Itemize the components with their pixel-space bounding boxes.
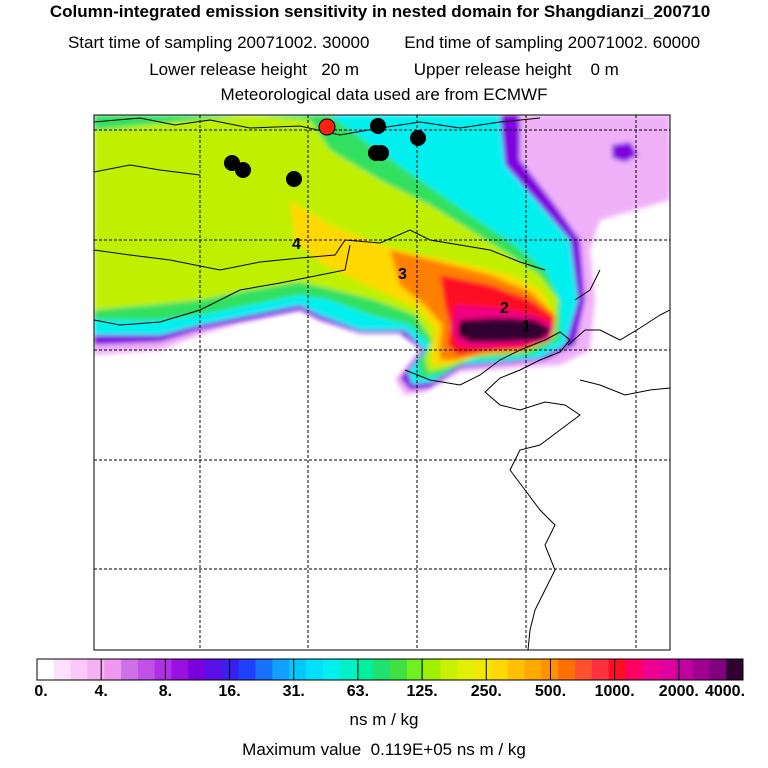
colorbar-tick-label: 63. [346,683,370,700]
release-heights: Lower release height 20 m Upper release … [0,60,768,80]
colorbar-swatch [474,659,492,680]
colorbar-swatch [642,659,660,680]
colorbar-swatch [490,659,509,680]
cluster-label-2: 2 [500,300,509,317]
colorbar-swatch [675,659,694,680]
cluster-label-1: 1 [522,318,531,335]
release-site-marker [461,325,467,333]
upper-height-label: Upper release height [413,60,572,79]
sampling-times: Start time of sampling 20071002. 30000 E… [0,33,768,53]
colorbar-swatch [524,659,542,680]
cluster-dot [286,171,302,187]
colorbar-swatch [574,659,593,680]
colorbar-swatch [457,659,475,680]
colorbar-swatch [137,659,156,680]
lower-height-value: 20 m [321,60,359,79]
colorbar-swatch [339,659,357,680]
cluster-dot [410,130,426,146]
colorbar-swatch [658,659,677,680]
colorbar-swatch [272,659,290,680]
receptor-marker [318,118,336,136]
colorbar-swatch [591,659,610,680]
colorbar-swatch [205,659,223,680]
map-frame [93,114,671,651]
colorbar-tick-label: 31. [282,683,305,700]
colorbar-swatch [625,659,643,680]
colorbar-swatch [541,659,559,680]
colorbar-swatch [356,659,374,680]
colorbar-swatch [305,659,324,680]
cluster-markers [224,118,426,187]
colorbar-swatch [726,659,744,680]
colorbar-swatch [221,659,240,680]
colorbar-tick-label: 16. [218,683,241,700]
emission-field: 4 3 2 1 [94,115,670,650]
colorbar [37,659,744,680]
colorbar-swatch [406,659,425,680]
colorbar-swatch [53,659,72,680]
colorbar-swatch [238,659,257,680]
end-time-label: End time of sampling [404,33,563,52]
cluster-dot [235,162,251,178]
colorbar-units: ns m / kg [349,710,419,729]
colorbar-tick-label: 500. [534,683,567,700]
cluster-dot [373,145,389,161]
colorbar-swatch [423,659,441,680]
start-time-value: 20071002. 30000 [237,33,370,52]
cluster-labels: 4 3 2 1 [292,236,531,335]
plot-title: Column-integrated emission sensitivity i… [49,2,711,21]
max-value: 0.119E+05 ns m / kg [370,740,526,759]
colorbar-swatch [507,659,525,680]
colorbar-tick-label: 1000. [594,683,635,700]
colorbar-tick-label: 4000. [704,683,746,700]
colorbar-frame [36,658,744,681]
lower-height-label: Lower release height [149,60,308,79]
cluster-dot [370,118,386,134]
field-ne-patch-dark [612,142,638,162]
colorbar-swatch [104,659,122,680]
colorbar-tick-label: 125. [406,683,438,700]
max-value-label: Maximum value [242,740,362,759]
colorbar-swatch [558,659,576,680]
start-time-label: Start time of sampling [67,33,233,52]
cluster-label-3: 3 [398,266,407,283]
colorbar-swatch [692,659,710,680]
upper-height-value: 0 m [590,60,619,79]
colorbar-swatch [121,659,139,680]
field-dark [458,318,552,342]
colorbar-swatch [440,659,458,680]
colorbar-tick-label: 2000. [658,683,699,700]
colorbar-swatch [709,659,727,680]
colorbar-swatch [390,659,408,680]
max-value-line: Maximum value 0.119E+05 ns m / kg [0,740,768,760]
colorbar-swatch [322,659,341,680]
colorbar-swatch [255,659,273,680]
colorbar-swatch [70,659,88,680]
colorbar-swatch [373,659,391,680]
colorbar-swatch [289,659,307,680]
end-time-value: 20071002. 60000 [567,33,701,52]
colorbar-swatch [171,659,189,680]
colorbar-swatch [154,659,172,680]
colorbar-swatch [188,659,206,680]
cluster-label-4: 4 [292,236,301,253]
colorbar-tick-label: 4. [94,683,108,700]
met-data-source: Meteorological data used are from ECMWF [220,85,548,104]
colorbar-swatch [37,659,55,680]
colorbar-tick-label: 250. [470,683,502,700]
colorbar-swatch [87,659,105,680]
colorbar-swatch [608,659,626,680]
colorbar-tick-label: 0. [34,683,48,700]
colorbar-tick-label: 8. [158,683,173,700]
